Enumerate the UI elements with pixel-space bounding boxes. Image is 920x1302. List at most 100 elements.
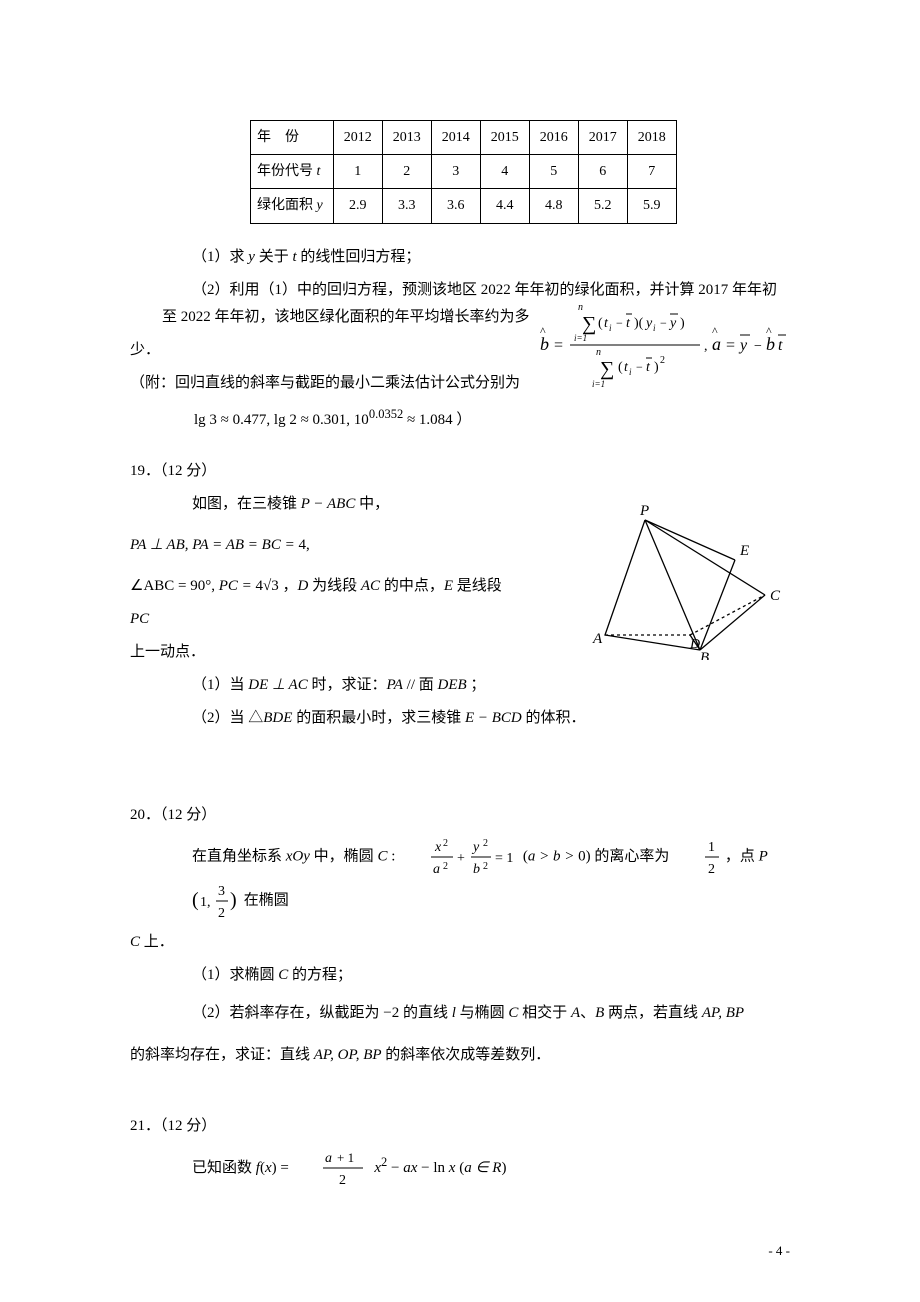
table-cell: 5.9 [627,189,676,223]
svg-text:(: ( [598,316,603,331]
svg-text:,: , [704,339,708,354]
svg-text:3: 3 [218,884,225,899]
svg-text:2: 2 [218,906,225,921]
svg-text:−: − [660,316,667,330]
table-cell: 5 [529,155,578,189]
q19-part1: （1）当 DE ⊥ AC 时，求证：PA // 面 DEB ； [162,672,790,699]
svg-text:+ 1: + 1 [337,1150,354,1165]
q19-part2: （2）当 △BDE 的面积最小时，求三棱锥 E − BCD 的体积． [162,705,790,732]
table-header: 年 份 [251,121,334,155]
table-row: 绿化面积 y 2.9 3.3 3.6 4.4 4.8 5.2 5.9 [251,189,677,223]
svg-text:2: 2 [708,862,715,877]
q20-part1: （1）求椭圆 C 的方程； [162,962,790,989]
q18-note2: lg 3 ≈ 0.477, lg 2 ≈ 0.301, 100.0352 ≈ 1… [194,403,790,434]
svg-text:y: y [668,316,677,331]
svg-text:2: 2 [443,838,448,849]
q20-line2: C 上． [130,929,790,956]
svg-text:C: C [770,588,781,604]
table-cell: 6 [578,155,627,189]
svg-text:^: ^ [540,324,546,338]
svg-text:P: P [639,503,649,519]
svg-text:a: a [433,862,440,877]
table-cell: 5.2 [578,189,627,223]
svg-text:= 1: = 1 [495,851,513,866]
table-header: 2012 [333,121,382,155]
svg-text:y: y [738,337,748,354]
svg-text:t: t [626,316,631,331]
svg-text:E: E [739,543,749,559]
table-cell: 2 [382,155,431,189]
svg-text:−: − [636,360,643,374]
svg-text:)(: )( [634,316,644,331]
svg-text:): ) [654,360,659,375]
table-cell: 4 [480,155,529,189]
svg-text:x: x [434,840,442,855]
table-header: 2015 [480,121,529,155]
svg-text:y: y [471,840,480,855]
table-cell: 3 [431,155,480,189]
svg-text:^: ^ [766,324,772,338]
svg-text:^: ^ [712,324,718,338]
svg-text:1: 1 [708,840,715,855]
svg-text:2: 2 [483,861,488,872]
svg-text:(: ( [192,889,199,911]
table-row: 年 份 2012 2013 2014 2015 2016 2017 2018 [251,121,677,155]
svg-text:2: 2 [443,861,448,872]
q21-line1: 已知函数 f(x) = a + 1 2 x2 − ax − ln x (a ∈ … [162,1146,790,1190]
svg-text:(: ( [618,360,623,375]
table-cell: 3.3 [382,189,431,223]
svg-text:−: − [754,339,762,354]
q20-part2: （2）若斜率存在，纵截距为 −2 的直线 l 与椭圆 C 相交于 A、B 两点，… [162,995,790,1031]
q21-head: 21．（12 分） [130,1113,790,1140]
svg-text:y: y [644,316,653,331]
svg-text:t: t [646,360,651,375]
q20-part2b: 的斜率均存在，求证：直线 AP, OP, BP 的斜率依次成等差数列． [130,1037,790,1073]
svg-text:∑: ∑ [582,313,596,335]
q19-head: 19．（12 分） [130,458,790,485]
svg-text:i: i [653,323,656,333]
svg-text:b: b [473,862,480,877]
svg-text:2: 2 [483,838,488,849]
svg-text:2: 2 [660,355,665,366]
q20-line1: 在直角坐标系 xOy 中，椭圆 C : x2 a2 + y2 b2 = 1 (a… [162,835,790,923]
svg-text:=: = [554,337,563,354]
q19-figure: P A B C D E [590,500,790,660]
svg-text:B: B [700,650,709,660]
svg-text:−: − [616,316,623,330]
table-header: 2013 [382,121,431,155]
svg-text:i: i [609,323,612,333]
row-label: 绿化面积 y [251,189,334,223]
svg-text:i=1: i=1 [574,333,587,343]
label-text: 年份代号 t [257,164,320,179]
q20-head: 20．（12 分） [130,802,790,829]
svg-text:i=1: i=1 [592,379,605,389]
svg-text:+: + [457,851,465,866]
table-cell: 4.8 [529,189,578,223]
svg-text:t: t [778,337,783,354]
svg-text:D: D [689,637,700,652]
table-header: 2014 [431,121,480,155]
svg-text:): ) [680,316,685,331]
svg-text:=: = [726,337,735,354]
table-header: 2018 [627,121,676,155]
svg-text:n: n [596,347,601,358]
table-header: 2017 [578,121,627,155]
table-cell: 2.9 [333,189,382,223]
table-row: 年份代号 t 1 2 3 4 5 6 7 [251,155,677,189]
table-cell: 1 [333,155,382,189]
table-cell: 4.4 [480,189,529,223]
regression-formula: b ^ = ∑ n i=1 ( t i − t )( y i − y ) ∑ n… [540,295,800,405]
svg-text:i: i [629,367,632,377]
svg-text:n: n [578,302,583,313]
row-label: 年份代号 t [251,155,334,189]
q18-data-table: 年 份 2012 2013 2014 2015 2016 2017 2018 年… [250,120,677,224]
page-number: - 4 - [768,1239,790,1262]
q18-part1: （1）求 y 关于 t 的线性回归方程； [162,244,790,271]
table-cell: 3.6 [431,189,480,223]
svg-text:2: 2 [339,1173,346,1188]
label-text: 绿化面积 y [257,198,323,213]
svg-text:a: a [325,1151,332,1166]
table-cell: 7 [627,155,676,189]
svg-text:∑: ∑ [600,358,614,380]
svg-text:A: A [592,631,603,647]
